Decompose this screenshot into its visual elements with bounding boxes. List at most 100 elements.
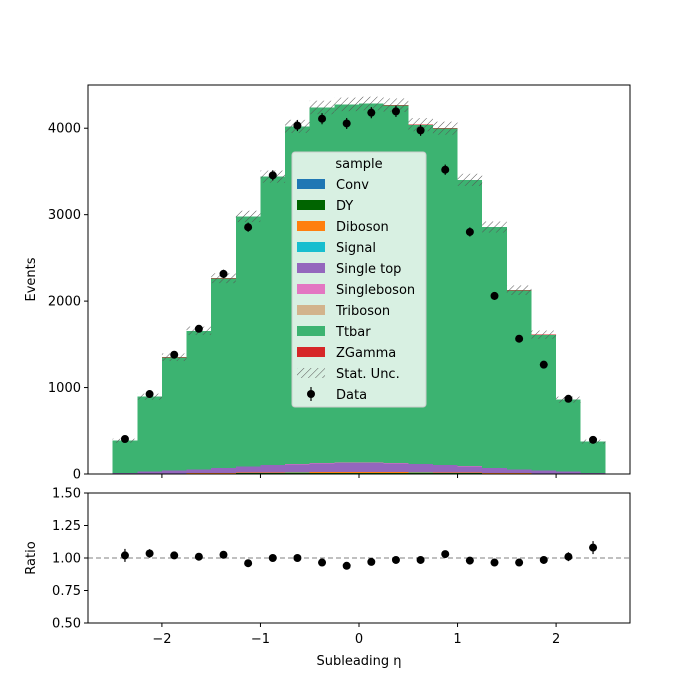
series-triboson	[186, 462, 532, 470]
data-marker	[515, 334, 524, 343]
y-tick-label: 1.25	[52, 519, 81, 534]
y-tick-label: 0.75	[52, 584, 81, 599]
data-marker	[564, 394, 573, 403]
stat-unc-bin	[235, 210, 261, 223]
bar	[556, 471, 581, 474]
ratio-marker	[219, 550, 228, 559]
data-point	[564, 394, 573, 403]
ratio-marker	[367, 557, 376, 566]
ratio-x-axis-ticks: −2 −1 0 1 2	[152, 623, 560, 647]
bar	[161, 357, 187, 471]
ratio-point	[194, 552, 203, 561]
main-y-axis-ticks: 0 1000 2000 3000 4000	[48, 122, 88, 483]
bar	[334, 462, 359, 472]
stat-unc-bin	[506, 285, 532, 296]
ratio-y-axis-label: Ratio	[24, 541, 39, 574]
bar	[260, 472, 286, 474]
data-marker	[318, 114, 327, 123]
ratio-point	[145, 549, 154, 558]
ratio-marker	[416, 555, 425, 564]
bar	[112, 440, 138, 473]
bar	[112, 472, 138, 474]
data-point	[342, 117, 351, 129]
legend-label: Conv	[336, 178, 369, 193]
bar	[359, 472, 384, 474]
ratio-marker	[564, 552, 573, 561]
ratio-point	[539, 555, 548, 564]
legend-swatch	[297, 221, 325, 231]
bar	[235, 466, 261, 473]
data-point	[416, 124, 425, 136]
ratio-point	[170, 551, 179, 560]
legend-entry: Signal	[297, 241, 376, 256]
main-panel: 0 1000 2000 3000 4000 Events sample Conv DY Dib…	[24, 84, 631, 483]
data-point	[367, 107, 376, 119]
bar	[531, 334, 557, 471]
bar	[506, 469, 532, 474]
data-point	[539, 360, 548, 369]
ratio-marker	[293, 554, 302, 562]
ratio-point	[120, 548, 129, 562]
series-singleboson	[137, 462, 581, 472]
data-marker	[465, 227, 474, 236]
legend-title: sample	[335, 157, 382, 172]
data-marker	[416, 126, 425, 135]
ratio-y-axis-ticks: 0.50 0.75 1.00 1.25 1.50	[52, 487, 88, 632]
bar	[457, 472, 483, 474]
legend-marker	[307, 390, 315, 398]
stat-unc-bin	[334, 97, 359, 112]
data-marker	[391, 107, 400, 116]
y-tick-label: 0	[73, 468, 81, 483]
data-marker	[441, 165, 450, 174]
data-point	[170, 350, 179, 359]
ratio-panel: 0.50 0.75 1.00 1.25 1.50 −2 −1 0 1 2 Ratio Suble…	[24, 487, 631, 669]
stat-unc-bin	[359, 96, 384, 111]
bar	[482, 227, 507, 468]
ratio-point	[367, 557, 376, 566]
bar	[556, 399, 581, 472]
bar	[285, 472, 310, 474]
data-point	[589, 435, 598, 444]
bar	[432, 128, 458, 465]
ratio-marker	[490, 558, 499, 567]
stat-unc-bin	[457, 173, 483, 186]
bar	[457, 179, 483, 467]
data-marker	[589, 435, 598, 444]
ratio-marker	[145, 549, 154, 558]
y-tick-label: 4000	[48, 122, 81, 137]
ratio-point	[342, 561, 351, 570]
data-point	[465, 227, 474, 237]
bar	[211, 278, 236, 468]
data-marker	[219, 269, 228, 278]
legend-entry: Single top	[297, 262, 401, 277]
legend-label: Singleboson	[336, 283, 415, 298]
legend-entry: DY	[297, 199, 353, 214]
ratio-point	[564, 552, 573, 562]
x-tick-label: 2	[552, 632, 560, 647]
x-tick-label: 1	[453, 632, 461, 647]
bar	[432, 465, 458, 473]
ratio-point	[416, 555, 425, 564]
ratio-point	[391, 555, 400, 564]
legend-entry: ZGamma	[297, 346, 396, 361]
bar	[334, 472, 359, 473]
data-points	[120, 105, 598, 444]
bar	[235, 472, 261, 474]
ratio-marker	[194, 552, 203, 561]
ratio-point	[465, 556, 474, 565]
bar	[580, 441, 606, 473]
ratio-marker	[465, 556, 474, 565]
bar	[161, 470, 187, 474]
x-axis-label: Subleading η	[316, 654, 401, 669]
stat-unc-bin	[531, 330, 557, 339]
data-marker	[367, 108, 376, 117]
ratio-marker	[244, 559, 253, 568]
bar	[137, 471, 162, 474]
data-marker	[539, 360, 548, 369]
data-marker	[342, 119, 351, 128]
legend-swatch	[297, 347, 325, 357]
bar	[285, 464, 310, 473]
ratio-point	[219, 550, 228, 559]
bar	[580, 472, 606, 474]
